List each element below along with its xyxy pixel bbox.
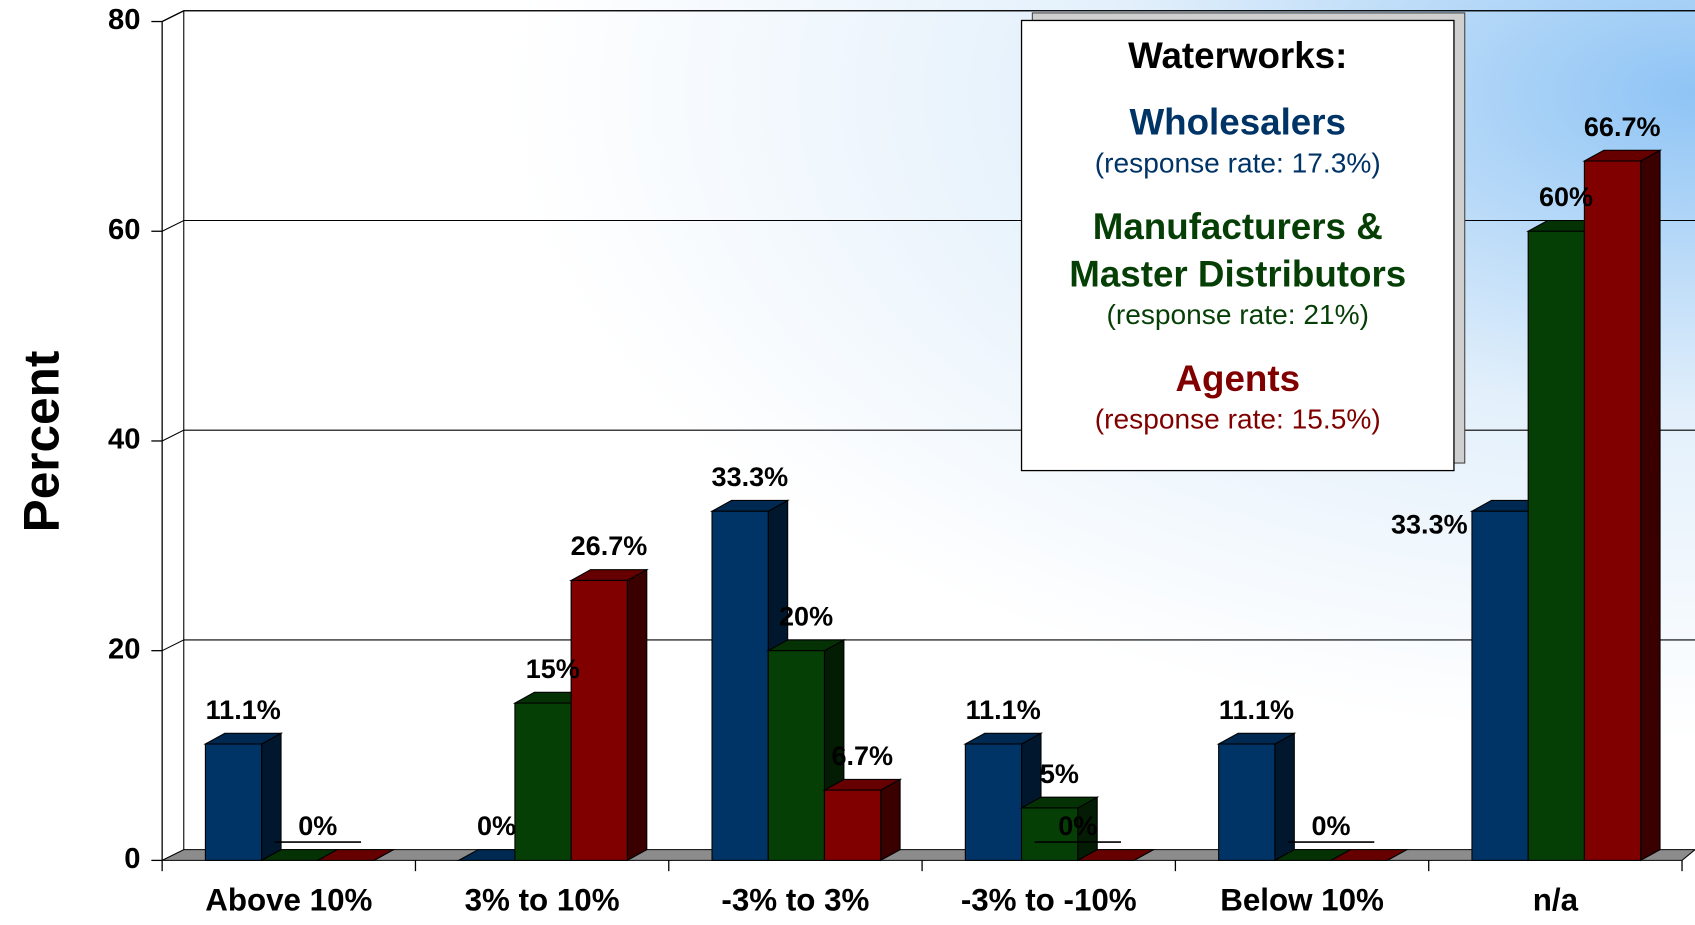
legend-response-rate: (response rate: 15.5%): [1094, 402, 1381, 436]
legend-entry: Agents: [1175, 358, 1301, 400]
bar-front: [711, 510, 769, 861]
bar-side: [1640, 149, 1661, 862]
x-tick-label: -3% to -10%: [961, 883, 1137, 918]
y-tick-label: 60: [108, 214, 140, 246]
grid-line: [161, 10, 1695, 23]
data-label: 11.1%: [966, 695, 1041, 725]
data-label: 66.7%: [1584, 112, 1661, 142]
bar: [1075, 849, 1156, 861]
legend-box: [1020, 19, 1455, 472]
x-tick-label: Below 10%: [1220, 883, 1384, 918]
bar: [569, 568, 649, 862]
bar-front: [570, 579, 628, 861]
legend-entry: Manufacturers & Master Distributors: [1069, 206, 1407, 296]
data-label: 20%: [779, 602, 833, 632]
legend-response-rate: (response rate: 17.3%): [1094, 146, 1381, 179]
x-tick-label: -3% to 3%: [721, 883, 869, 918]
bar-front: [964, 743, 1023, 861]
legend-title: Waterworks:: [1128, 35, 1348, 77]
bar-top: [1075, 849, 1156, 861]
bar-side: [626, 568, 648, 862]
data-label: 0%: [477, 811, 516, 841]
bar: [203, 732, 284, 862]
y-tick-label: 40: [108, 424, 140, 456]
bar-side: [880, 778, 901, 862]
legend-content: Waterworks: Wholesalers (response rate: 17…: [1022, 36, 1454, 437]
x-tick-label: Above 10%: [205, 883, 372, 918]
bar: [1328, 849, 1409, 861]
bar: [1216, 732, 1297, 862]
data-label: 15%: [526, 654, 580, 684]
grid-line: [161, 639, 1695, 652]
y-tick-label: 80: [108, 4, 140, 36]
bar-front: [1020, 807, 1079, 861]
bar-front: [823, 789, 882, 861]
bar: [1019, 796, 1100, 862]
data-label: 0%: [1312, 811, 1351, 841]
data-label: 33.3%: [1391, 509, 1468, 539]
data-label: 5%: [1040, 759, 1079, 789]
data-label: 11.1%: [206, 695, 281, 725]
bar-front: [1527, 230, 1585, 861]
data-label: 33.3%: [712, 462, 789, 492]
bar-front: [204, 743, 263, 861]
bar-top: [1328, 849, 1409, 861]
bar-top: [315, 849, 396, 861]
y-tick-label: 20: [108, 633, 140, 665]
data-label: 26.7%: [571, 531, 648, 561]
floor: [161, 849, 1695, 861]
data-label: 60%: [1539, 182, 1593, 212]
data-label: 0%: [1058, 811, 1097, 841]
bar: [1582, 149, 1663, 862]
y-axis-label: Percent: [13, 351, 69, 533]
data-label: 11.1%: [1219, 695, 1294, 725]
data-label: 0%: [298, 811, 337, 841]
bar-front: [1218, 743, 1276, 861]
data-label: 6.7%: [831, 741, 893, 771]
y-tick-label: 0: [124, 843, 140, 875]
legend-entry: Wholesalers: [1129, 102, 1347, 144]
bar: [822, 778, 903, 862]
bar-front: [767, 650, 825, 861]
bar-front: [1583, 160, 1642, 861]
legend: Waterworks: Wholesalers(response rate: 17…: [1022, 36, 1454, 437]
bar: [315, 849, 396, 861]
legend-response-rate: (response rate: 21%): [1106, 298, 1369, 331]
bar-front: [514, 702, 572, 861]
x-tick-label: n/a: [1533, 883, 1579, 918]
bar-front: [1471, 510, 1529, 861]
x-tick-label: 3% to 10%: [465, 883, 620, 918]
